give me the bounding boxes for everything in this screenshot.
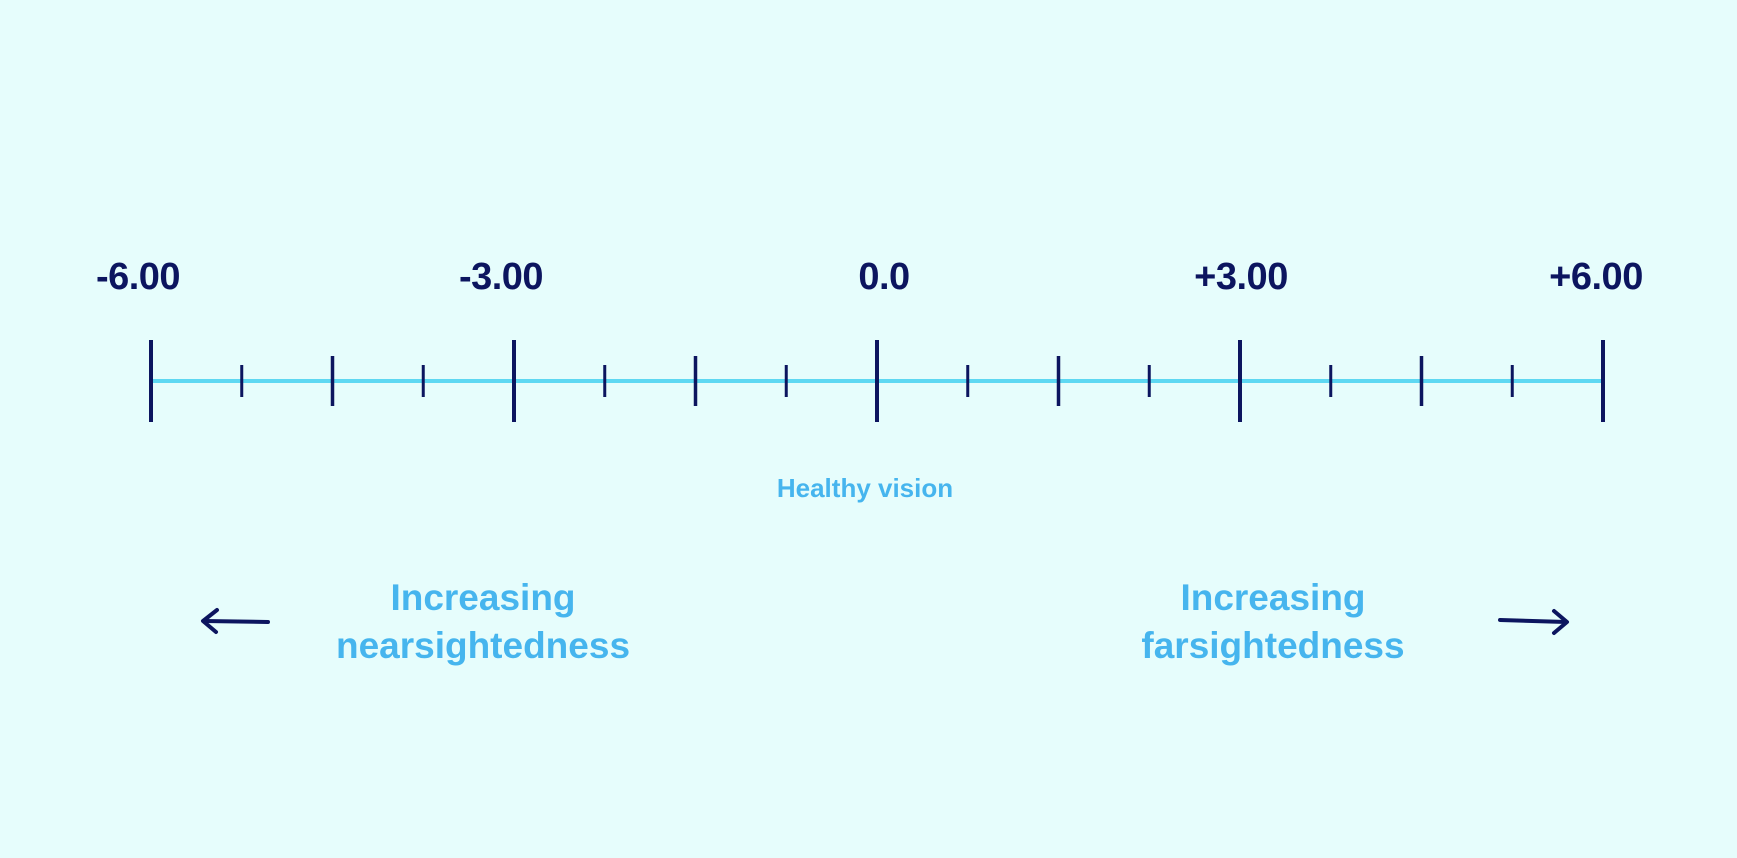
tick-label-zero: 0.0 bbox=[858, 256, 910, 298]
farsightedness-line-2: farsightedness bbox=[1141, 625, 1405, 666]
tick-label-minus-6: -6.00 bbox=[95, 256, 181, 298]
right-arrow-icon bbox=[1498, 609, 1569, 635]
tick-group bbox=[149, 340, 1605, 422]
farsightedness-line-1: Increasing bbox=[1180, 577, 1366, 618]
healthy-vision-caption: Healthy vision bbox=[776, 473, 954, 503]
nearsightedness-line-2: nearsightedness bbox=[335, 625, 631, 666]
tick-label-minus-3: -3.00 bbox=[458, 256, 544, 298]
farsightedness-label: Increasing farsightedness bbox=[1113, 574, 1433, 670]
nearsightedness-line-1: Increasing bbox=[390, 577, 576, 618]
tick-label-plus-6: +6.00 bbox=[1549, 256, 1643, 298]
nearsightedness-label: Increasing nearsightedness bbox=[318, 574, 648, 670]
tick-label-plus-3: +3.00 bbox=[1194, 256, 1288, 298]
left-arrow-icon bbox=[201, 608, 270, 634]
